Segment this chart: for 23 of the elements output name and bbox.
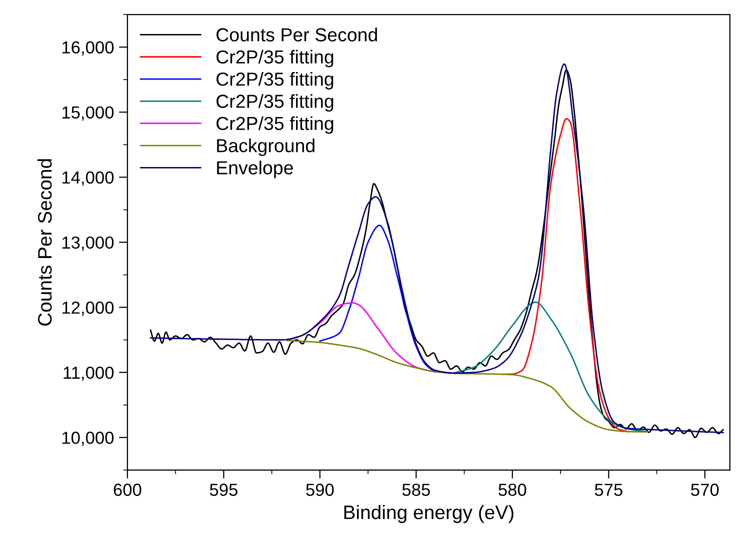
y-tick-label: 13,000 [62, 236, 114, 251]
legend-label: Cr2P/35 fitting [216, 50, 334, 68]
legend-label: Background [217, 138, 314, 156]
legend-label: Cr2P/35 fitting [216, 94, 334, 112]
x-tick-label: 570 [691, 484, 719, 496]
y-tick-label: 11,000 [64, 366, 114, 381]
legend-label: Counts Per Second [216, 28, 377, 42]
y-tick-label: 12,000 [62, 302, 114, 316]
x-tick-label: 590 [306, 484, 334, 496]
legend-label: Envelope [217, 160, 293, 178]
x-tick-label: 575 [594, 484, 622, 496]
y-tick-label: 10,000 [62, 432, 114, 446]
x-axis-title: Binding energy (eV) [344, 504, 514, 524]
legend-label: Cr2P/35 fitting [216, 116, 334, 134]
legend-label: Cr2P/35 fitting [216, 72, 334, 90]
y-tick-label: 14,000 [62, 171, 114, 186]
x-tick-label: 595 [210, 484, 238, 496]
x-tick-label: 585 [402, 484, 430, 496]
x-tick-label: 580 [498, 484, 526, 496]
y-tick-label: 15,000 [62, 106, 114, 121]
x-tick-label: 600 [114, 484, 142, 496]
y-tick-label: 16,000 [62, 41, 114, 56]
y-axis-title: Counts Per Second [37, 159, 52, 326]
